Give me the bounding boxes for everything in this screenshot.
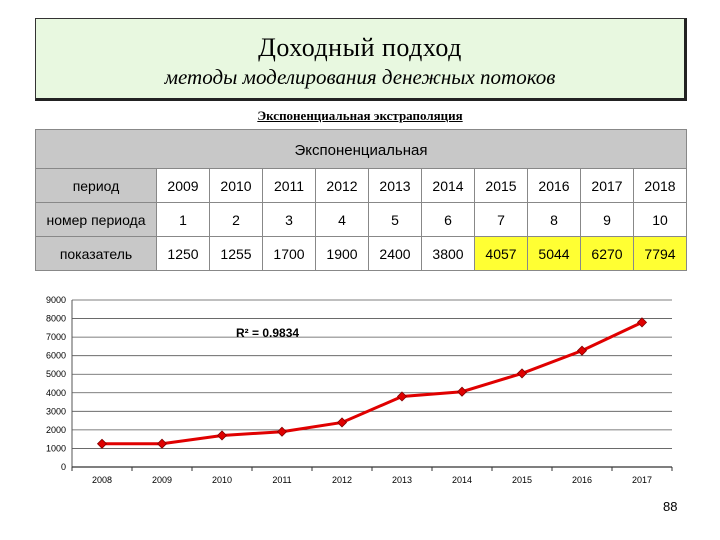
- y-tick-label: 9000: [46, 295, 66, 305]
- table-cell: 1250: [156, 236, 210, 271]
- y-tick-label: 6000: [46, 351, 66, 361]
- table-header: Экспоненциальная: [35, 129, 687, 171]
- x-tick-label: 2014: [452, 475, 472, 485]
- table-cell: 2: [209, 202, 263, 237]
- x-tick-label: 2017: [632, 475, 652, 485]
- table-cell: 1255: [209, 236, 263, 271]
- table-cell: 2012: [315, 168, 369, 203]
- table-cell: 2009: [156, 168, 210, 203]
- y-tick-label: 1000: [46, 443, 66, 453]
- r-squared-annotation: R² = 0.9834: [236, 326, 299, 340]
- row-label: показатель: [35, 236, 157, 271]
- table-cell: 2016: [527, 168, 581, 203]
- data-point: [216, 430, 228, 441]
- table-cell: 2017: [580, 168, 634, 203]
- data-point: [276, 426, 288, 437]
- data-point: [456, 386, 468, 397]
- page-number: 88: [663, 499, 678, 514]
- table-cell: 2013: [368, 168, 422, 203]
- data-point: [96, 438, 108, 449]
- table-cell: 7: [474, 202, 528, 237]
- title-box: Доходный подход методы моделирования ден…: [35, 18, 687, 101]
- series-line: [101, 321, 643, 446]
- table-cell: 2015: [474, 168, 528, 203]
- table-cell: 2010: [209, 168, 263, 203]
- data-point: [636, 317, 648, 328]
- table-cell: 9: [580, 202, 634, 237]
- x-tick-label: 2009: [152, 475, 172, 485]
- y-tick-label: 4000: [46, 388, 66, 398]
- y-tick-label: 7000: [46, 332, 66, 342]
- table-row-indicator: показатель 1250 1255 1700 1900 2400 3800…: [35, 236, 687, 271]
- x-tick-label: 2011: [272, 475, 291, 485]
- data-point: [576, 345, 588, 356]
- table-cell: 2014: [421, 168, 475, 203]
- y-tick-label: 2000: [46, 425, 66, 435]
- table-cell: 2018: [633, 168, 687, 203]
- line-chart: 0 1000 2000 3000 4000 5000 6000 7000 8000 9000 200…: [46, 295, 673, 485]
- data-point: [156, 438, 168, 449]
- section-heading: Экспоненциальная экстраполяция: [257, 108, 463, 123]
- table-cell: 4: [315, 202, 369, 237]
- table-cell-highlighted: 5044: [527, 236, 581, 271]
- y-tick-label: 8000: [46, 314, 66, 324]
- table-row-period-number: номер периода 1 2 3 4 5 6 7 8 9 10: [35, 202, 687, 237]
- table-cell-highlighted: 6270: [580, 236, 634, 271]
- slide-subtitle: методы моделирования денежных потоков: [164, 65, 556, 89]
- table-cell: 6: [421, 202, 475, 237]
- table-cell-highlighted: 4057: [474, 236, 528, 271]
- table-cell: 1: [156, 202, 210, 237]
- x-tick-label: 2015: [512, 475, 532, 485]
- row-label: номер периода: [35, 202, 157, 237]
- table-row-period: период 2009 2010 2011 2012 2013 2014 201…: [35, 168, 687, 203]
- table-cell: 10: [633, 202, 687, 237]
- data-point: [396, 391, 408, 402]
- y-tick-label: 0: [61, 462, 66, 472]
- x-tick-label: 2010: [212, 475, 232, 485]
- table-cell: 1900: [315, 236, 369, 271]
- table-cell: 3800: [421, 236, 475, 271]
- table-cell: 5: [368, 202, 422, 237]
- table-cell: 2011: [262, 168, 316, 203]
- data-point: [516, 368, 528, 379]
- x-tick-label: 2008: [92, 475, 112, 485]
- slide-title: Доходный подход: [258, 33, 462, 62]
- table-cell: 1700: [262, 236, 316, 271]
- x-tick-label: 2013: [392, 475, 412, 485]
- table-cell: 3: [262, 202, 316, 237]
- y-tick-label: 5000: [46, 369, 66, 379]
- y-tick-label: 3000: [46, 406, 66, 416]
- x-tick-label: 2016: [572, 475, 592, 485]
- data-point: [336, 417, 348, 428]
- x-tick-label: 2012: [332, 475, 352, 485]
- table-cell: 2400: [368, 236, 422, 271]
- table-cell-highlighted: 7794: [633, 236, 687, 271]
- data-table: период 2009 2010 2011 2012 2013 2014 201…: [35, 168, 687, 271]
- table-cell: 8: [527, 202, 581, 237]
- row-label: период: [35, 168, 157, 203]
